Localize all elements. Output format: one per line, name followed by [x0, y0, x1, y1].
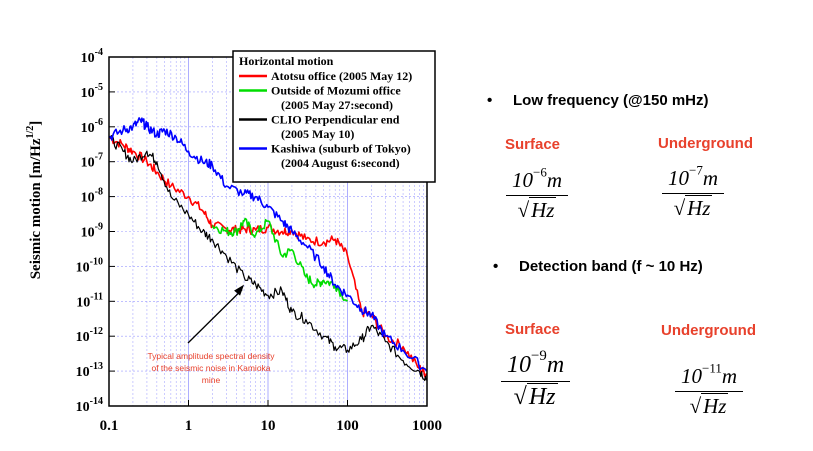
- bullet-low-frequency-text: Low frequency (@150 mHz): [513, 92, 709, 109]
- annotation-text: of the seismic noise in Kamioka: [151, 363, 270, 373]
- y-tick-label: 10-13: [76, 361, 103, 380]
- bullet-dot: •: [493, 258, 499, 275]
- y-tick-label: 10-10: [76, 256, 103, 275]
- x-tick-label: 100: [336, 418, 359, 434]
- x-tick-label: 10: [261, 418, 276, 434]
- y-tick-label: 10-4: [81, 47, 103, 66]
- annotation-arrowhead: [234, 284, 245, 296]
- y-tick-label: 10-8: [81, 187, 103, 206]
- surface-title-band: Surface: [505, 321, 561, 338]
- legend-label: (2004 August 6:second): [281, 156, 400, 170]
- formula-surface-band: 10−9m √Hz: [501, 349, 571, 411]
- surface-title-low: Surface: [505, 136, 561, 153]
- y-tick-label: 10-5: [81, 82, 103, 101]
- x-tick-label: 0.1: [100, 418, 119, 434]
- series-line: [211, 217, 349, 302]
- bullet-detection-band-text: Detection band (f ~ 10 Hz): [519, 258, 703, 275]
- underground-title-low: Underground: [658, 135, 753, 152]
- annotation-text: Typical amplitude spectral density: [147, 351, 275, 361]
- bullet-low-frequency: • Low frequency (@150 mHz): [487, 92, 709, 109]
- annotation-text: mine: [202, 375, 221, 385]
- series-line: [108, 117, 428, 372]
- legend-label: (2005 May 10): [281, 127, 354, 141]
- y-tick-label: 10-9: [81, 222, 103, 241]
- x-tick-label: 1: [185, 418, 193, 434]
- y-axis-label: Seismic motion [m/Hz1/2]: [25, 121, 44, 280]
- annotation-arrow: [187, 289, 243, 344]
- y-tick-label: 10-7: [81, 152, 103, 171]
- y-tick-label: 10-6: [81, 117, 103, 136]
- bullet-dot: •: [487, 92, 493, 109]
- y-tick-label: 10-11: [76, 291, 103, 310]
- seismic-noise-chart: 10-4 10-5 10-6 10-7 10-8 10-9 10-10 10-11 10-12 1…: [25, 47, 442, 434]
- legend-title: Horizontal motion: [239, 54, 334, 68]
- series-line: [108, 135, 428, 382]
- x-tick-labels: 0.1 1 10 100 1000: [100, 400, 442, 434]
- underground-title-band: Underground: [661, 322, 756, 339]
- legend-box: [232, 50, 436, 183]
- legend-label: Atotsu office (2005 May 12): [271, 69, 412, 83]
- legend-label: Kashiwa (suburb of Tokyo): [271, 142, 411, 156]
- y-tick-label: 10-12: [76, 326, 103, 345]
- bullet-detection-band: • Detection band (f ~ 10 Hz): [493, 258, 703, 275]
- legend-label: Outside of Mozumi office: [271, 84, 401, 98]
- formula-underground-low: 10−7m √Hz: [662, 164, 725, 221]
- legend-label: CLIO Perpendicular end: [271, 113, 400, 127]
- chart-series: [108, 117, 428, 382]
- explanation-panel: • Low frequency (@150 mHz) Surface Under…: [470, 0, 813, 451]
- x-tick-label: 1000: [412, 418, 442, 434]
- y-tick-label: 10-14: [76, 396, 103, 415]
- formula-surface-low: 10−6m √Hz: [506, 166, 569, 223]
- formula-underground-band: 10−11m √Hz: [675, 362, 744, 419]
- chart-annotation: Typical amplitude spectral density of the…: [147, 284, 275, 385]
- legend-label: (2005 May 27:second): [281, 98, 393, 112]
- y-tick-labels: 10-4 10-5 10-6 10-7 10-8 10-9 10-10 10-11 10-12 1…: [76, 47, 115, 415]
